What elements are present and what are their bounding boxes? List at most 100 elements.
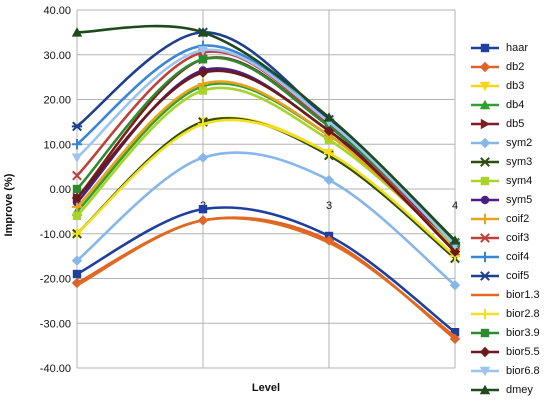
series-coif4-point xyxy=(71,139,83,150)
y-tick-labels: 40.00 30.00 20.00 10.00 0.00 -10.00 -20.00 -30.… xyxy=(40,5,71,375)
series-haar-point xyxy=(72,269,82,279)
legend-swatch-dmey xyxy=(471,385,499,395)
legend-sym4-point xyxy=(480,176,490,186)
series-coif5-point xyxy=(71,121,83,132)
y-tick-label: -30.00 xyxy=(40,318,71,330)
legend-swatch-haar xyxy=(471,43,499,52)
legend-swatch-db5 xyxy=(471,118,499,129)
series-layer xyxy=(71,24,461,345)
series-bior6.8-point xyxy=(197,46,209,56)
series-bior5.5-point xyxy=(197,67,209,78)
series-bior6.8-point xyxy=(71,153,83,163)
legend-label-bior1.3: bior1.3 xyxy=(506,289,540,302)
legend-label-haar: haar xyxy=(506,41,529,54)
legend-swatch-sym2 xyxy=(471,137,499,148)
y-tick-label: -20.00 xyxy=(40,274,71,286)
series-line-bior5.5 xyxy=(76,69,456,253)
legend-label-coif4: coif4 xyxy=(506,251,530,264)
series-bior1.3 xyxy=(76,216,456,338)
series-coif5 xyxy=(71,27,461,248)
legend-swatch-sym5 xyxy=(471,195,499,205)
legend-label-coif2: coif2 xyxy=(506,212,530,225)
legend-item-dmey: dmey xyxy=(470,381,550,400)
legend-label-sym2: sym2 xyxy=(506,136,533,149)
legend-haar-point xyxy=(480,43,490,52)
series-sym2 xyxy=(71,151,461,291)
legend-swatch-db3 xyxy=(471,81,499,91)
series-bior5.5-point xyxy=(323,125,335,137)
legend-dmey-point xyxy=(479,385,491,395)
legend-item-sym3: sym3 xyxy=(470,152,550,171)
legend-bior5.5-point xyxy=(479,347,491,358)
legend-item-db4: db4 xyxy=(470,95,550,114)
legend-bior2.8-point xyxy=(479,308,491,320)
legend-item-coif2: coif2 xyxy=(470,209,550,228)
legend-item-bior1.3: bior1.3 xyxy=(470,286,550,305)
series-bior3.9-point xyxy=(198,55,208,64)
legend-coif3-point xyxy=(480,233,490,243)
legend-label-sym5: sym5 xyxy=(506,193,533,206)
series-sym4-point xyxy=(72,211,82,221)
series-coif2 xyxy=(71,78,461,255)
legend-item-coif3: coif3 xyxy=(470,228,550,247)
series-bior2.8-point xyxy=(71,228,83,239)
y-tick-label: 10.00 xyxy=(43,139,71,151)
legend-item-db3: db3 xyxy=(470,76,550,95)
legend-item-coif5: coif5 xyxy=(470,267,550,286)
y-tick-label: 0.00 xyxy=(50,184,71,196)
legend-sym2-point xyxy=(479,137,491,148)
y-tick-label: 40.00 xyxy=(43,5,71,17)
series-dmey-point xyxy=(71,27,83,37)
legend-item-sym4: sym4 xyxy=(470,171,550,190)
legend-label-db3: db3 xyxy=(506,79,525,92)
series-coif3-point xyxy=(72,170,82,181)
legend-label-coif3: coif3 xyxy=(506,231,530,244)
legend-db2-point xyxy=(479,61,491,72)
legend-label-bior3.9: bior3.9 xyxy=(506,327,540,340)
series-bior3.9-point xyxy=(72,184,82,194)
series-line-sym2 xyxy=(76,151,456,287)
legend-sym3-point xyxy=(480,156,490,167)
legend: haar db2 db3 db4 db5 sym2 sym3 sym4 sym5 coif2 coi… xyxy=(470,38,550,400)
legend-swatch-coif3 xyxy=(471,233,499,243)
y-tick-label: -40.00 xyxy=(40,363,71,375)
series-sym2-point xyxy=(323,174,335,186)
series-bior5.5-point xyxy=(449,246,461,257)
legend-label-db4: db4 xyxy=(506,98,525,111)
series-line-sym4 xyxy=(76,86,456,249)
series-line-haar xyxy=(76,206,456,334)
legend-swatch-db2 xyxy=(471,61,499,72)
series-sym2-point xyxy=(197,152,209,163)
y-axis-title: Improve (%) xyxy=(3,173,15,236)
legend-item-sym2: sym2 xyxy=(470,133,550,152)
series-line-bior6.8 xyxy=(76,48,456,246)
series-line-bior1.3 xyxy=(76,216,456,338)
legend-bior3.9-point xyxy=(480,329,490,338)
legend-swatch-bior5.5 xyxy=(471,347,499,358)
series-sym2-point xyxy=(71,255,83,266)
series-dmey-point xyxy=(449,235,461,245)
series-coif2-point xyxy=(71,201,83,213)
series-dmey xyxy=(71,24,461,245)
series-line-coif5 xyxy=(76,31,456,244)
series-line-dmey xyxy=(76,24,456,242)
series-sym4-point xyxy=(198,86,208,95)
y-tick-label: 30.00 xyxy=(43,50,71,62)
legend-swatch-bior3.9 xyxy=(471,329,499,338)
series-bior2.8 xyxy=(71,118,461,262)
x-axis-title: Level xyxy=(252,382,280,394)
series-haar xyxy=(72,204,460,337)
legend-swatch-coif4 xyxy=(471,251,499,263)
legend-label-sym4: sym4 xyxy=(506,174,533,187)
legend-swatch-coif2 xyxy=(471,213,499,225)
legend-swatch-bior1.3 xyxy=(471,293,499,297)
legend-label-db5: db5 xyxy=(506,117,525,130)
legend-swatch-coif5 xyxy=(471,271,499,281)
legend-swatch-db4 xyxy=(471,99,499,109)
legend-item-haar: haar xyxy=(470,38,550,57)
legend-swatch-sym3 xyxy=(471,156,499,167)
legend-item-db5: db5 xyxy=(470,114,550,133)
legend-item-coif4: coif4 xyxy=(470,248,550,267)
legend-swatch-bior2.8 xyxy=(471,308,499,320)
legend-item-bior2.8: bior2.8 xyxy=(470,305,550,324)
